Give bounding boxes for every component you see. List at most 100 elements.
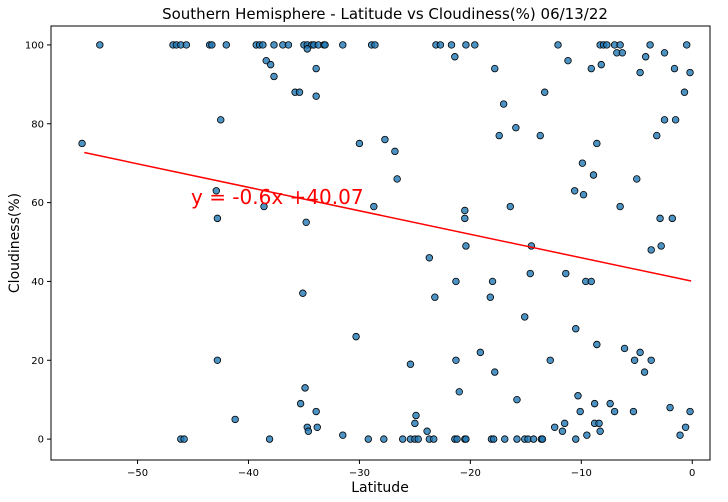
data-point bbox=[574, 392, 582, 400]
data-point bbox=[430, 435, 438, 443]
data-point bbox=[304, 427, 313, 435]
data-point bbox=[633, 175, 641, 183]
data-point bbox=[371, 41, 379, 49]
data-point bbox=[641, 53, 650, 61]
data-point bbox=[647, 246, 655, 254]
data-point bbox=[461, 206, 469, 215]
data-point bbox=[312, 407, 320, 416]
data-point bbox=[96, 41, 104, 49]
data-point bbox=[476, 348, 485, 357]
data-point bbox=[647, 356, 655, 364]
data-point bbox=[414, 435, 422, 443]
data-point bbox=[423, 427, 431, 435]
x-axis-label: Latitude bbox=[351, 480, 409, 496]
data-point bbox=[501, 435, 509, 443]
data-point bbox=[471, 41, 479, 49]
data-point bbox=[301, 384, 309, 392]
data-point bbox=[606, 399, 614, 408]
data-point bbox=[562, 269, 570, 278]
data-point bbox=[636, 68, 644, 77]
data-point bbox=[653, 131, 661, 140]
data-point bbox=[590, 399, 599, 408]
data-point bbox=[259, 41, 267, 49]
y-axis-label: Cloudiness(%) bbox=[7, 193, 23, 293]
data-point bbox=[640, 368, 649, 376]
data-point bbox=[355, 139, 364, 148]
data-point bbox=[629, 407, 638, 416]
data-point bbox=[564, 56, 572, 65]
data-point bbox=[603, 41, 611, 49]
y-tick-label: 40 bbox=[31, 277, 44, 288]
data-point bbox=[683, 41, 691, 49]
data-point bbox=[299, 289, 307, 297]
data-point bbox=[270, 41, 278, 49]
data-point bbox=[78, 139, 86, 148]
data-point bbox=[453, 435, 461, 443]
data-point bbox=[462, 435, 470, 443]
data-point bbox=[452, 277, 460, 286]
data-point bbox=[513, 395, 521, 404]
data-point bbox=[670, 64, 679, 73]
data-point bbox=[668, 214, 676, 223]
data-point bbox=[266, 60, 275, 69]
data-point bbox=[579, 191, 588, 199]
y-tick-label: 0 bbox=[38, 435, 44, 446]
data-point bbox=[265, 435, 274, 443]
data-point bbox=[620, 344, 629, 353]
data-point bbox=[526, 269, 534, 278]
data-point bbox=[636, 348, 644, 357]
data-point bbox=[593, 340, 601, 349]
data-point bbox=[656, 214, 664, 223]
data-point bbox=[451, 53, 459, 61]
data-point bbox=[303, 45, 311, 53]
data-point bbox=[538, 435, 547, 443]
data-point bbox=[596, 427, 604, 435]
data-point bbox=[380, 435, 388, 443]
plot-area bbox=[78, 41, 694, 443]
chart-title: Southern Hemisphere - Latitude vs Cloudi… bbox=[162, 5, 608, 23]
data-point bbox=[455, 388, 463, 396]
data-point bbox=[681, 423, 690, 431]
data-point bbox=[370, 202, 378, 211]
data-point bbox=[398, 435, 407, 443]
data-point bbox=[521, 313, 529, 321]
y-tick-label: 80 bbox=[31, 119, 44, 130]
data-point bbox=[666, 403, 674, 412]
data-point bbox=[513, 435, 521, 443]
data-point bbox=[657, 242, 665, 250]
data-point bbox=[217, 116, 225, 124]
data-point bbox=[486, 293, 495, 301]
data-point bbox=[616, 202, 624, 211]
data-point bbox=[680, 88, 689, 96]
data-point bbox=[660, 116, 669, 124]
data-point bbox=[295, 88, 304, 96]
data-point bbox=[512, 124, 520, 132]
data-point bbox=[284, 41, 293, 49]
data-point bbox=[447, 41, 456, 49]
data-point bbox=[686, 68, 694, 77]
x-tick-label: −30 bbox=[349, 468, 370, 479]
data-point bbox=[436, 41, 445, 49]
data-point bbox=[339, 431, 347, 439]
data-point bbox=[676, 431, 684, 439]
data-point bbox=[489, 435, 498, 443]
data-point bbox=[212, 187, 221, 195]
data-point bbox=[182, 41, 191, 49]
data-point bbox=[506, 202, 515, 211]
data-point bbox=[364, 435, 372, 443]
data-point bbox=[411, 419, 419, 428]
data-point bbox=[578, 159, 587, 167]
equation-annotation: y = -0.6x +40.07 bbox=[191, 185, 364, 209]
data-point bbox=[393, 175, 401, 183]
data-point bbox=[570, 187, 579, 195]
data-point bbox=[491, 64, 499, 73]
data-point bbox=[431, 293, 439, 301]
data-point bbox=[593, 139, 601, 148]
data-point bbox=[660, 49, 669, 57]
y-tick-label: 60 bbox=[31, 198, 44, 209]
data-point bbox=[452, 356, 460, 364]
data-point bbox=[587, 64, 595, 73]
data-point bbox=[213, 356, 222, 364]
data-point bbox=[540, 88, 549, 96]
